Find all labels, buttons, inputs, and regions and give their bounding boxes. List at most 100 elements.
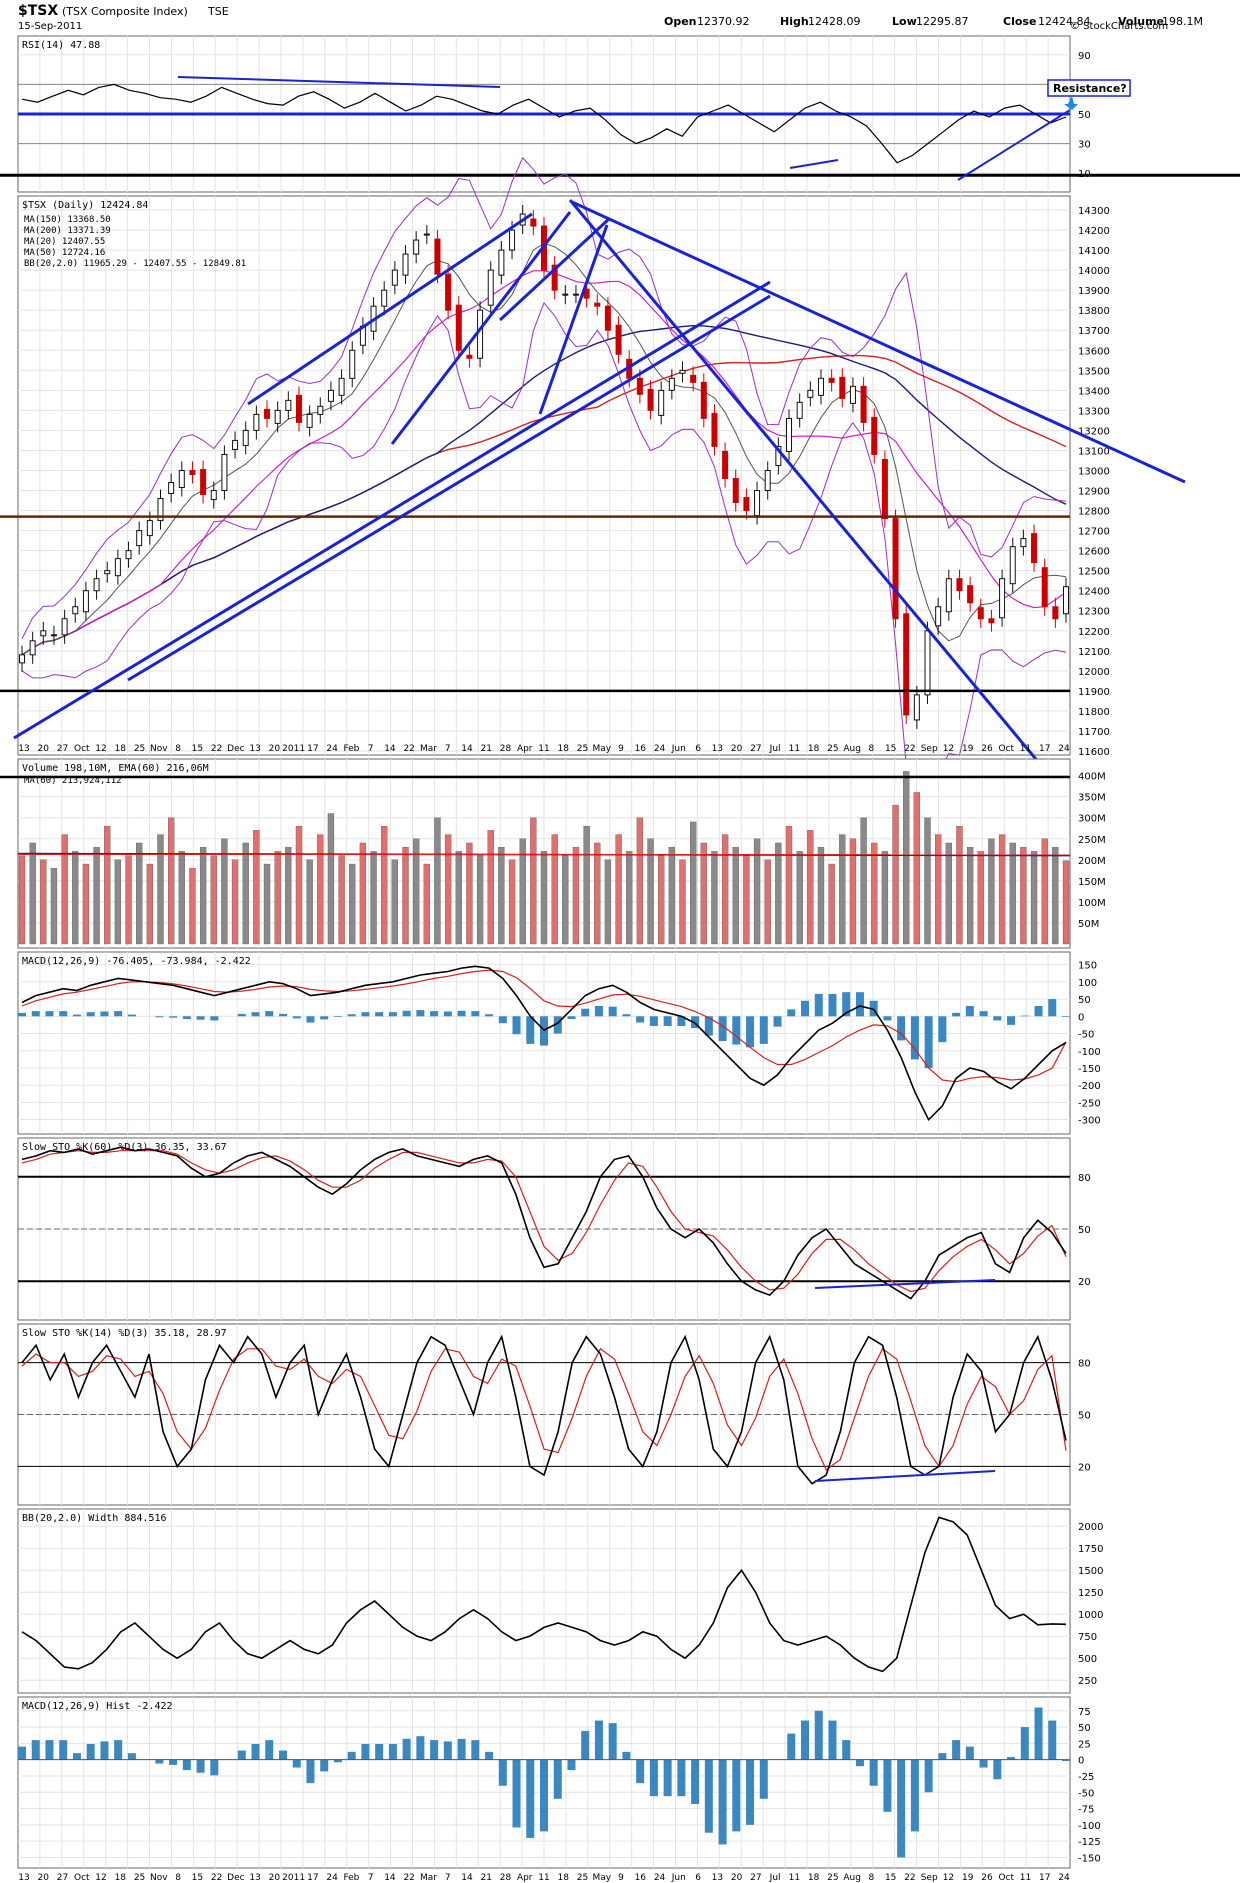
- x-axis-label: Oct: [998, 1873, 1014, 1883]
- candle-body: [732, 478, 739, 504]
- legend-entry: MA(200) 13371.39: [24, 226, 111, 236]
- x-axis-label: 7: [445, 1873, 451, 1883]
- volume-bar: [455, 851, 462, 945]
- macd-hist-bar: [45, 1011, 54, 1017]
- macd-hist-bar: [526, 1759, 535, 1838]
- volume-bar: [487, 830, 494, 945]
- x-axis-label: 13: [18, 1873, 29, 1883]
- macd-hist-bar: [347, 1014, 356, 1017]
- macd-hist-bar: [883, 1016, 892, 1021]
- candle-body: [338, 377, 345, 396]
- macd-hist-bar: [265, 1011, 274, 1017]
- volume-bar: [839, 834, 846, 945]
- macd-hist-bar: [18, 1746, 26, 1760]
- macd-tick-label: -200: [1078, 1081, 1101, 1092]
- volume-bar: [82, 863, 90, 945]
- macd-hist-bar: [1034, 1005, 1043, 1017]
- volume-bar: [242, 842, 249, 945]
- macd-hist-bar: [169, 1759, 178, 1765]
- x-axis-label: Feb: [343, 744, 359, 754]
- candle-body: [839, 376, 846, 399]
- candle-body: [647, 388, 654, 411]
- x-axis-label: 18: [115, 1873, 127, 1883]
- sto60-d-line: [21, 1150, 1067, 1293]
- price-trendline: [571, 200, 1186, 484]
- volume-tick-label: 350M: [1078, 793, 1106, 804]
- macd-hist-bar: [677, 1759, 686, 1797]
- x-axis-label: 11: [538, 1873, 549, 1883]
- volume-bar: [860, 817, 867, 945]
- macd-hist-bar: [883, 1759, 892, 1812]
- x-axis-label: 11: [789, 1873, 800, 1883]
- volume-bar: [306, 859, 313, 945]
- macd-hist-bar: [31, 1011, 40, 1017]
- candle-body: [711, 412, 718, 447]
- macd-tick-label: 0: [1078, 1012, 1084, 1023]
- x-axis-label: Feb: [343, 1873, 359, 1883]
- x-axis-label: 11: [538, 744, 549, 754]
- macd-hist-bar: [952, 1012, 961, 1017]
- x-axis-label: 15: [192, 744, 203, 754]
- x-axis-label: 16: [635, 744, 647, 754]
- price-tick-label: 13700: [1078, 326, 1110, 337]
- x-axis-label: 14: [384, 1873, 396, 1883]
- macd-hist-bar: [443, 1741, 452, 1760]
- volume-bar: [413, 838, 420, 945]
- macd-hist-bar: [759, 1016, 768, 1044]
- macd-hist-bar: [663, 1759, 672, 1797]
- macd-hist-bar: [828, 1720, 837, 1760]
- price-trendline: [538, 224, 609, 415]
- x-axis-label: 2011: [282, 744, 305, 754]
- macd-hist-bar: [114, 1011, 123, 1017]
- macd-hist-bar: [801, 1720, 809, 1760]
- macd-hist-bar: [210, 1759, 219, 1776]
- price-tick-label: 11800: [1078, 707, 1110, 718]
- rsi-trendline: [789, 159, 839, 169]
- volume-bar: [785, 825, 793, 945]
- volume-bar: [402, 847, 409, 945]
- macd-hist-bar: [704, 1016, 713, 1036]
- volume-bar: [263, 863, 271, 945]
- x-axis-label: 7: [368, 744, 374, 754]
- sto14-tick-label: 50: [1078, 1411, 1091, 1422]
- volume-bar: [93, 847, 100, 945]
- price-trendline: [390, 211, 572, 445]
- candle-body: [1063, 586, 1069, 615]
- volume-bar: [689, 821, 697, 945]
- candle-body: [306, 413, 313, 428]
- sto60-trendline: [814, 1279, 996, 1289]
- price-tick-label: 13100: [1078, 446, 1110, 457]
- x-axis-label: Apr: [517, 744, 533, 754]
- volume-bar: [647, 838, 654, 945]
- volume-bar: [626, 851, 633, 945]
- sto14-tick-label: 80: [1078, 1359, 1091, 1370]
- candle-body: [455, 304, 462, 351]
- volume-panel: 50M 100M 150M 200M 250M 300M 350M 400M Volume 19…: [0, 758, 1106, 949]
- price-tick-label: 12000: [1078, 667, 1110, 678]
- sto14-tick-label: 20: [1078, 1462, 1091, 1473]
- volume-bar: [29, 842, 36, 945]
- price-tick-label: 12600: [1078, 547, 1110, 558]
- candle-body: [604, 305, 611, 331]
- volume-bar: [572, 847, 580, 945]
- header-date: 15-Sep-2011: [18, 21, 82, 32]
- macd-tick-label: -150: [1078, 1064, 1101, 1075]
- volume-bar: [924, 817, 931, 945]
- candle-body: [881, 458, 888, 520]
- volume-bar: [136, 842, 143, 945]
- price-tick-label: 14000: [1078, 266, 1110, 277]
- macd-hist-bar: [814, 1710, 823, 1760]
- volume-bar: [1009, 842, 1016, 945]
- macd-hist-bar: [553, 1759, 562, 1799]
- x-axis-label: Oct: [998, 744, 1014, 754]
- close-value: 12424.84: [1038, 15, 1091, 28]
- volume-bar: [700, 842, 707, 945]
- volume-bar: [945, 842, 952, 945]
- rsi-trendline: [177, 76, 501, 88]
- macd-hist-bar: [457, 1738, 466, 1760]
- volume-tick-label: 50M: [1078, 919, 1099, 930]
- macd-hist-bar: [1048, 1720, 1057, 1760]
- candle-body: [391, 269, 398, 286]
- candle-body: [700, 381, 707, 419]
- macd-hist-bar: [251, 1744, 260, 1760]
